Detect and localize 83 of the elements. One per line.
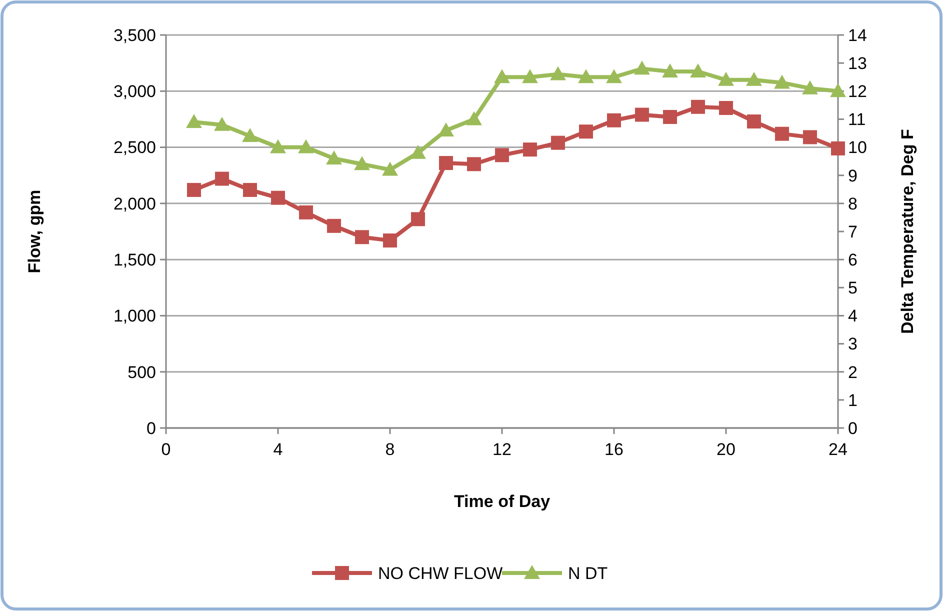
y2-tick-label: 9: [848, 166, 858, 186]
point: [578, 69, 594, 84]
point: [607, 113, 621, 128]
y2-tick-label: 2: [848, 362, 858, 382]
legend-label: N DT: [568, 564, 608, 583]
y-tick-label: 1,500: [113, 250, 156, 270]
point: [803, 130, 817, 144]
point: [327, 218, 341, 233]
y2-tick-label: 3: [848, 334, 858, 354]
y-tick-label: 500: [128, 362, 156, 382]
point: [215, 172, 229, 186]
point: [243, 182, 257, 197]
point: [522, 69, 538, 84]
point: [299, 205, 313, 220]
x-tick-label: 0: [161, 440, 171, 459]
point: [271, 190, 285, 205]
y2-tick-label: 13: [848, 54, 867, 74]
y2-tick-label: 8: [848, 194, 858, 214]
y-tick-label: 2,000: [113, 194, 156, 214]
point: [214, 116, 230, 131]
x-tick-label: 24: [828, 440, 848, 459]
point: [551, 136, 565, 150]
y-axis-title: Flow, gpm: [25, 190, 44, 274]
y-tick-label: 1,000: [113, 306, 156, 326]
y2-tick-label: 1: [848, 390, 858, 410]
x-tick-label: 12: [492, 440, 512, 459]
point: [467, 157, 481, 172]
point: [746, 72, 762, 86]
point: [662, 63, 678, 78]
point: [382, 162, 398, 176]
point: [718, 72, 734, 86]
point: [690, 63, 706, 78]
point: [775, 126, 789, 141]
y2-tick-label: 5: [848, 278, 858, 298]
point: [579, 124, 593, 139]
point: [831, 141, 845, 156]
point: [354, 156, 370, 170]
point: [439, 156, 453, 170]
y2-tick-label: 11: [848, 110, 866, 130]
x-tick-label: 4: [273, 440, 283, 459]
point: [523, 142, 537, 157]
point: [495, 148, 509, 162]
point: [802, 80, 818, 94]
point: [774, 74, 790, 89]
x-tick-label: 8: [385, 440, 395, 459]
point: [635, 108, 649, 122]
point: [634, 60, 650, 75]
y2-tick-label: 14: [848, 26, 867, 45]
y-tick-label: 0: [146, 418, 156, 438]
y-tick-label: 3,500: [113, 26, 156, 45]
point: [326, 150, 342, 165]
point: [719, 100, 733, 115]
point: [550, 66, 566, 80]
point: [186, 114, 202, 128]
y2-tick-label: 4: [848, 306, 858, 326]
y2-tick-label: 7: [848, 222, 858, 242]
point: [830, 83, 846, 98]
x-axis-title: Time of Day: [454, 492, 551, 511]
point: [383, 233, 397, 248]
point: [355, 230, 369, 244]
point: [270, 139, 286, 154]
y-tick-label: 3,000: [113, 82, 156, 102]
point: [242, 128, 258, 142]
point: [466, 111, 482, 126]
point: [663, 110, 677, 124]
point: [747, 114, 761, 128]
y2-axis-title: Delta Temperature, Deg F: [898, 129, 917, 334]
point: [298, 139, 314, 154]
x-tick-label: 20: [716, 440, 736, 459]
point: [187, 182, 201, 197]
point: [411, 212, 425, 226]
y-tick-label: 2,500: [113, 138, 156, 158]
y2-tick-label: 12: [848, 82, 867, 102]
point: [438, 122, 454, 136]
point: [691, 100, 705, 114]
y2-tick-label: 10: [848, 138, 867, 158]
y2-tick-label: 6: [848, 250, 858, 270]
point: [410, 144, 426, 159]
point: [606, 69, 622, 84]
legend-label: NO CHW FLOW: [378, 564, 503, 583]
y2-tick-label: 0: [848, 418, 858, 438]
point: [494, 69, 510, 84]
x-tick-label: 16: [604, 440, 624, 459]
